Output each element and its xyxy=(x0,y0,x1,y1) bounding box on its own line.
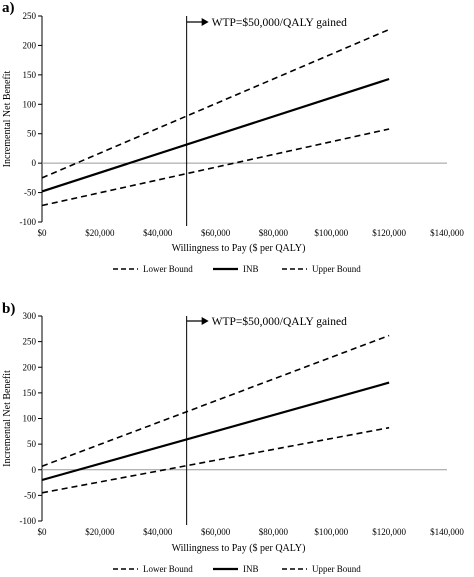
x-tick-label: $140,000 xyxy=(430,228,464,238)
x-tick-label: $140,000 xyxy=(430,527,464,537)
y-tick-label: 50 xyxy=(27,439,37,449)
y-tick-label: 50 xyxy=(27,129,37,139)
chart-panel-b: b) -100 -50 0 50 100 150 200 250 300 $0 $20,000 $40,… xyxy=(2,301,464,574)
panel-label: a) xyxy=(2,0,15,16)
x-tick-label: $120,000 xyxy=(372,527,406,537)
y-tick-label: -100 xyxy=(20,217,37,227)
y-tick-label: -50 xyxy=(24,188,36,198)
legend-entry-label: Upper Bound xyxy=(312,264,361,274)
y-tick-label: 100 xyxy=(23,99,37,109)
chart-panel-a: a) -100 -50 0 50 100 150 200 250 $0 $20,000 $40,000… xyxy=(2,0,464,274)
y-axis-title: Incremental Net Benefit xyxy=(2,370,13,467)
x-tick-label: $100,000 xyxy=(314,228,348,238)
x-tick-label: $80,000 xyxy=(259,228,289,238)
y-tick-label: 300 xyxy=(23,311,37,321)
series-line-upper-bound xyxy=(41,28,390,179)
legend-entry-label: Lower Bound xyxy=(143,564,193,574)
legend-entry-label: Upper Bound xyxy=(312,564,361,574)
y-axis-title: Incremental Net Benefit xyxy=(2,70,13,167)
series-line-lower-bound xyxy=(41,426,390,494)
x-tick-label: $20,000 xyxy=(85,527,115,537)
y-tick-label: 0 xyxy=(32,158,37,168)
y-tick-label: 200 xyxy=(23,362,37,372)
legend-entry-label: Lower Bound xyxy=(143,264,193,274)
series-line-lower-bound xyxy=(41,128,390,207)
y-tick-label: -100 xyxy=(20,516,37,526)
y-tick-label: 150 xyxy=(23,388,37,398)
series-line-inb xyxy=(41,381,390,482)
x-tick-label: $120,000 xyxy=(372,228,406,238)
annotation-arrow-head xyxy=(201,18,209,26)
annotation-arrow-head xyxy=(201,317,209,325)
x-tick-label: $40,000 xyxy=(143,527,173,537)
x-tick-label: $80,000 xyxy=(259,527,289,537)
x-tick-label: $100,000 xyxy=(314,527,348,537)
x-tick-label: $60,000 xyxy=(201,228,231,238)
y-tick-label: 0 xyxy=(32,465,37,475)
x-tick-label: $0 xyxy=(38,527,48,537)
panel-label: b) xyxy=(2,301,15,317)
y-tick-label: -50 xyxy=(24,490,36,500)
y-tick-label: 100 xyxy=(23,414,37,424)
legend-entry-label: INB xyxy=(243,564,259,574)
y-tick-label: 150 xyxy=(23,70,37,80)
series-line-upper-bound xyxy=(41,334,390,467)
series-line-inb xyxy=(41,77,390,193)
wtp-annotation: WTP=$50,000/QALY gained xyxy=(212,16,347,29)
x-axis-title: Willingness to Pay ($ per QALY) xyxy=(172,543,306,554)
x-tick-label: $0 xyxy=(38,228,48,238)
y-tick-label: 250 xyxy=(23,337,37,347)
x-tick-label: $40,000 xyxy=(143,228,173,238)
x-tick-label: $20,000 xyxy=(85,228,115,238)
y-tick-label: 200 xyxy=(23,40,37,50)
legend-entry-label: INB xyxy=(243,264,259,274)
x-tick-label: $60,000 xyxy=(201,527,231,537)
y-tick-label: 250 xyxy=(23,11,37,21)
x-axis-title: Willingness to Pay ($ per QALY) xyxy=(172,243,306,254)
wtp-annotation: WTP=$50,000/QALY gained xyxy=(212,315,347,328)
